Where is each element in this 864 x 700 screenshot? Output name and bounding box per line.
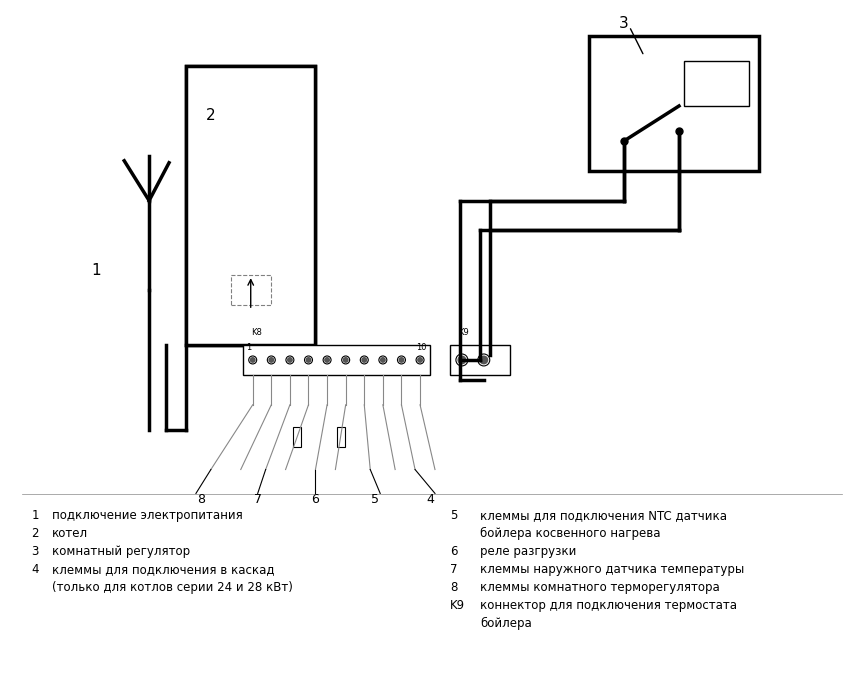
Text: комнатный регулятор: комнатный регулятор [52, 545, 189, 558]
Bar [684, 61, 749, 106]
Text: 2: 2 [206, 108, 215, 123]
Text: 8: 8 [450, 581, 457, 594]
Text: 7: 7 [254, 493, 262, 506]
Bar [450, 345, 510, 375]
Circle shape [343, 357, 349, 363]
Circle shape [324, 357, 330, 363]
Text: 3: 3 [32, 545, 39, 558]
Text: 4: 4 [32, 564, 39, 576]
Circle shape [249, 356, 257, 364]
Text: (только для котлов серии 24 и 28 кВт): (только для котлов серии 24 и 28 кВт) [52, 581, 292, 594]
Text: K8: K8 [251, 328, 262, 337]
Text: 7: 7 [450, 564, 457, 576]
Text: 1: 1 [245, 343, 251, 352]
Circle shape [341, 356, 350, 364]
Circle shape [267, 356, 276, 364]
Text: 3: 3 [619, 16, 629, 31]
Polygon shape [589, 36, 759, 171]
Circle shape [306, 357, 312, 363]
Text: 5: 5 [450, 510, 457, 522]
Text: подключение электропитания: подключение электропитания [52, 510, 242, 522]
Text: K9: K9 [450, 599, 465, 612]
Text: 1: 1 [92, 262, 101, 278]
Circle shape [398, 357, 404, 363]
Text: реле разгрузки: реле разгрузки [480, 545, 576, 558]
Circle shape [360, 356, 368, 364]
Text: котел: котел [52, 527, 87, 540]
Text: клеммы наружного датчика температуры: клеммы наружного датчика температуры [480, 564, 744, 576]
Circle shape [456, 354, 468, 366]
Circle shape [416, 356, 424, 364]
Bar [293, 427, 301, 447]
Text: 5: 5 [372, 493, 379, 506]
Polygon shape [186, 66, 315, 345]
Circle shape [269, 357, 274, 363]
Text: 10: 10 [416, 343, 427, 352]
Circle shape [304, 356, 313, 364]
FancyBboxPatch shape [186, 66, 315, 345]
Text: K9: K9 [458, 328, 468, 337]
Circle shape [287, 357, 293, 363]
Circle shape [286, 356, 294, 364]
Bar [231, 275, 270, 305]
Circle shape [478, 354, 490, 366]
Bar [243, 345, 430, 375]
Circle shape [397, 356, 405, 364]
Circle shape [480, 356, 488, 365]
Circle shape [323, 356, 331, 364]
Circle shape [380, 357, 386, 363]
Text: 4: 4 [426, 493, 434, 506]
Circle shape [457, 356, 467, 365]
Circle shape [379, 356, 387, 364]
Text: 8: 8 [197, 493, 205, 506]
Text: 2: 2 [32, 527, 39, 540]
Text: клеммы для подключения в каскад: клеммы для подключения в каскад [52, 564, 274, 576]
Circle shape [417, 357, 423, 363]
Circle shape [361, 357, 367, 363]
Text: 6: 6 [450, 545, 457, 558]
Text: 1: 1 [32, 510, 39, 522]
Circle shape [250, 357, 256, 363]
Text: коннектор для подключения термостата: коннектор для подключения термостата [480, 599, 737, 612]
Text: бойлера косвенного нагрева: бойлера косвенного нагрева [480, 527, 660, 540]
Text: бойлера: бойлера [480, 617, 531, 630]
Bar [337, 427, 345, 447]
Text: 6: 6 [312, 493, 320, 506]
Text: клеммы для подключения NTC датчика: клеммы для подключения NTC датчика [480, 510, 727, 522]
Text: клеммы комнатного терморегулятора: клеммы комнатного терморегулятора [480, 581, 720, 594]
